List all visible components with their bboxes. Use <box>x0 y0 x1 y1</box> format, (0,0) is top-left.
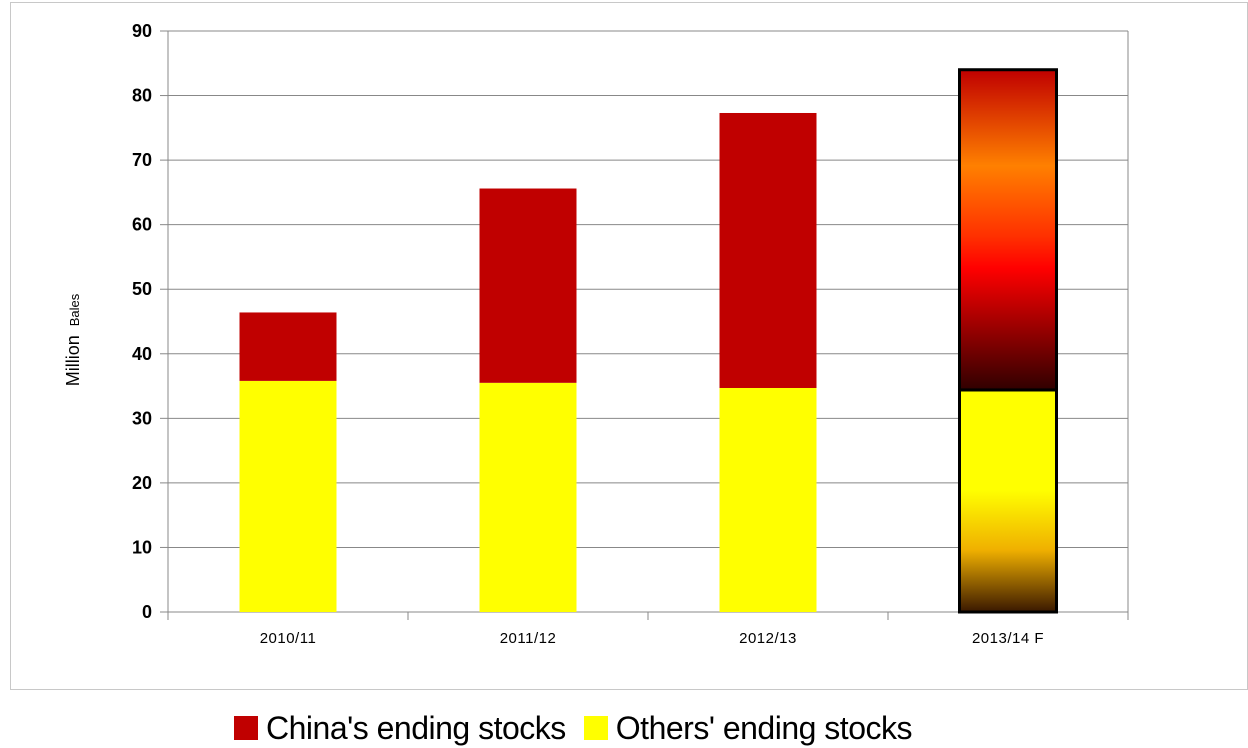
legend-label-others: Others' ending stocks <box>615 709 913 746</box>
legend-item-others: Others' ending stocks <box>583 709 913 747</box>
x-tick-labels: 2010/11 2011/12 2012/13 2013/14 F <box>260 630 1044 647</box>
y-tick-label: 40 <box>132 344 152 364</box>
y-axis-label: Million Bales <box>63 293 83 386</box>
y-tick-label: 0 <box>142 602 152 622</box>
bar-china-2010-11 <box>239 312 337 381</box>
bar-others-2010-11 <box>239 380 337 612</box>
stacked-bar-chart: 0 10 20 30 40 50 60 70 80 90 2010/11 2011/12 2012/1… <box>63 21 1129 647</box>
legend-item-china: China's ending stocks <box>234 710 566 747</box>
bar-others-2013-14-F <box>958 388 1058 614</box>
y-tick-label: 70 <box>132 150 152 170</box>
y-tick-label: 50 <box>132 279 152 299</box>
legend-swatch-others <box>583 716 608 740</box>
y-tick-labels: 0 10 20 30 40 50 60 70 80 90 <box>132 21 152 622</box>
y-tick-label: 10 <box>132 537 152 557</box>
bar-others-2011-12 <box>479 382 577 612</box>
y-tick-label: 90 <box>132 21 152 41</box>
legend-swatch-china <box>234 716 258 740</box>
y-axis-label-unit: Bales <box>67 293 82 326</box>
x-tick-label: 2011/12 <box>500 630 557 647</box>
bar-china-2011-12 <box>479 188 577 383</box>
chart-frame: 0 10 20 30 40 50 60 70 80 90 2010/11 2011/12 2012/1… <box>10 2 1248 690</box>
x-tick-label: 2012/13 <box>739 630 797 647</box>
y-tick-label: 80 <box>132 86 152 106</box>
x-tick-label: 2013/14 F <box>972 630 1044 647</box>
legend: China's ending stocks Others' ending sto… <box>234 708 930 748</box>
bar-others-2012-13 <box>719 387 817 612</box>
y-axis-label-main: Million <box>63 335 83 386</box>
y-tick-label: 30 <box>132 408 152 428</box>
y-tick-label: 60 <box>132 215 152 235</box>
bar-china-2013-14-F <box>958 68 1058 392</box>
y-tick-label: 20 <box>132 473 152 493</box>
bars <box>239 68 1058 614</box>
legend-label-china: China's ending stocks <box>266 709 566 746</box>
x-tick-label: 2010/11 <box>260 630 317 647</box>
bar-china-2012-13 <box>719 112 817 388</box>
